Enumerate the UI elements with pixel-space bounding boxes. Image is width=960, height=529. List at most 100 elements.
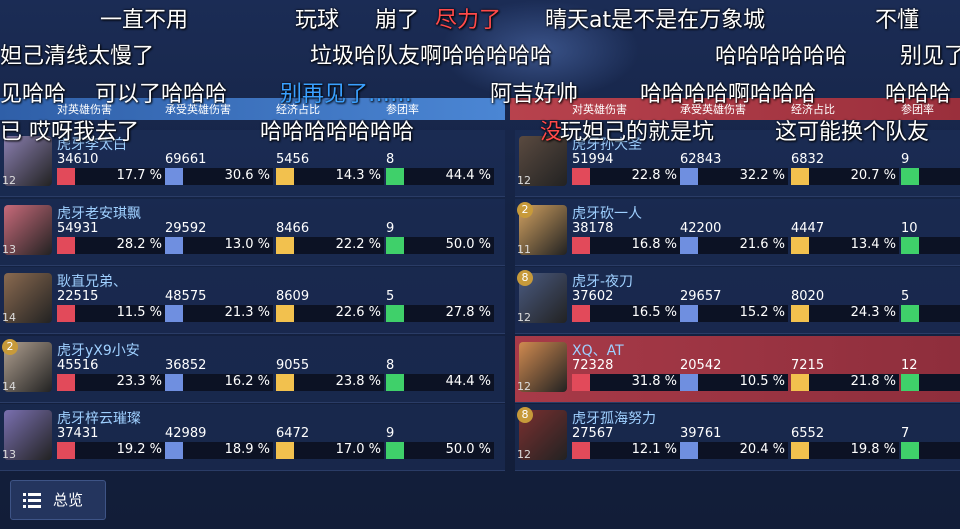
hero-level: 13: [2, 242, 16, 256]
stat-value: 29592: [165, 220, 207, 236]
stat-bar: [386, 236, 404, 254]
stat-percent: 21.3 %: [224, 305, 270, 320]
stat-bar: [165, 168, 183, 185]
stat-bar: [386, 305, 404, 322]
stat-track: [791, 168, 899, 185]
stat-track: [57, 373, 165, 391]
button-label: 总览: [53, 491, 84, 509]
stat-value: 6472: [276, 426, 310, 441]
stat-track: [276, 168, 384, 185]
danmaku: 晴天at是不是在万象城: [545, 8, 766, 33]
stat-value: 22515: [57, 289, 99, 304]
column-header: 经济占比: [791, 103, 835, 116]
stat-percent: 16.5 %: [631, 305, 677, 320]
danmaku: 玩妲己的就是坑: [560, 120, 715, 145]
danmaku: 尽力了: [435, 8, 502, 33]
hero-level: 12: [2, 174, 16, 187]
danmaku: 见哈哈: [0, 82, 67, 107]
stat-track: [276, 442, 384, 459]
right-header-band: [510, 98, 960, 120]
danmaku: 崩了: [375, 8, 420, 33]
stat-bar: [57, 236, 75, 254]
player-row: [0, 130, 505, 197]
column-header: 对英雄伤害: [57, 103, 112, 116]
player-row: [0, 404, 505, 471]
stat-bar: [57, 168, 75, 185]
stat-bar: [901, 305, 919, 322]
stat-percent: 23.3 %: [116, 373, 162, 389]
player-row: [515, 335, 960, 403]
column-header: 参团率: [386, 103, 419, 116]
stat-track: [57, 236, 165, 254]
column-header: 参团率: [901, 103, 934, 116]
stat-track: [276, 305, 384, 322]
danmaku: 已 哎呀我去了: [0, 120, 139, 145]
player-name: 耿直兄弟、: [57, 274, 127, 290]
player-row: [0, 335, 505, 403]
stat-bar: [791, 305, 809, 322]
stat-percent: 50.0 %: [445, 442, 491, 457]
player-name: XQ、AT: [572, 342, 624, 359]
stat-track: [165, 373, 273, 391]
hero-level: 12: [517, 311, 531, 324]
stat-bar: [680, 305, 698, 322]
player-row: [0, 198, 505, 266]
stat-track: [276, 236, 384, 254]
stat-bar: [276, 168, 294, 185]
stat-value: 9: [901, 152, 910, 167]
stat-percent: 11.5 %: [116, 305, 162, 320]
hero-avatar: [4, 136, 52, 186]
stat-bar: [791, 168, 809, 185]
stat-bar: [386, 442, 404, 459]
stat-bar: [791, 442, 809, 459]
stat-percent: 19.2 %: [116, 442, 162, 457]
rank-badge: 8: [517, 407, 533, 423]
stat-value: 5456: [276, 152, 310, 167]
stat-percent: 28.2 %: [116, 236, 162, 252]
hero-level: 12: [517, 379, 531, 393]
stat-value: 9: [386, 426, 395, 441]
stat-track: [572, 168, 680, 185]
player-name: 虎牙孙大圣: [572, 137, 642, 153]
stat-value: 6832: [791, 152, 825, 167]
stat-bar: [386, 168, 404, 185]
stat-percent: 22.2 %: [335, 236, 381, 252]
stat-track: [791, 305, 899, 322]
stat-track: [57, 168, 165, 185]
stat-percent: 16.8 %: [631, 236, 677, 252]
stat-value: 8020: [791, 289, 825, 304]
stat-track: [276, 373, 384, 391]
hero-avatar: [4, 204, 52, 255]
stat-track: [165, 168, 273, 185]
overview-button[interactable]: 总览: [10, 480, 106, 520]
stat-bar: [680, 373, 698, 391]
stat-bar: [276, 373, 294, 391]
player-row: [0, 267, 505, 334]
stat-track: [572, 305, 680, 322]
hero-level: 13: [2, 448, 16, 461]
rank-badge: 2: [2, 338, 18, 355]
stat-value: 51994: [572, 152, 614, 167]
danmaku: 没: [540, 120, 563, 145]
stat-bar: [572, 442, 590, 459]
stat-value: 62843: [680, 152, 722, 167]
stat-percent: 31.8 %: [631, 373, 677, 389]
stat-bar: [165, 373, 183, 391]
column-header: 承受英雄伤害: [165, 103, 231, 116]
hero-avatar: [4, 273, 52, 323]
player-name: 虎牙砍一人: [572, 205, 642, 222]
stat-percent: 22.6 %: [335, 305, 381, 320]
stat-value: 37431: [57, 426, 99, 441]
defeat-emblem: [440, 0, 640, 100]
stat-bar: [57, 373, 75, 391]
stat-value: 9055: [276, 357, 310, 373]
stat-value: 72328: [572, 357, 614, 373]
stat-value: 6552: [791, 426, 825, 441]
stat-bar: [276, 236, 294, 254]
stat-track: [680, 373, 788, 391]
danmaku: 别再见了……: [280, 82, 413, 107]
stat-bar: [57, 305, 75, 322]
stat-percent: 18.9 %: [224, 442, 270, 457]
stat-percent: 23.8 %: [335, 373, 381, 389]
